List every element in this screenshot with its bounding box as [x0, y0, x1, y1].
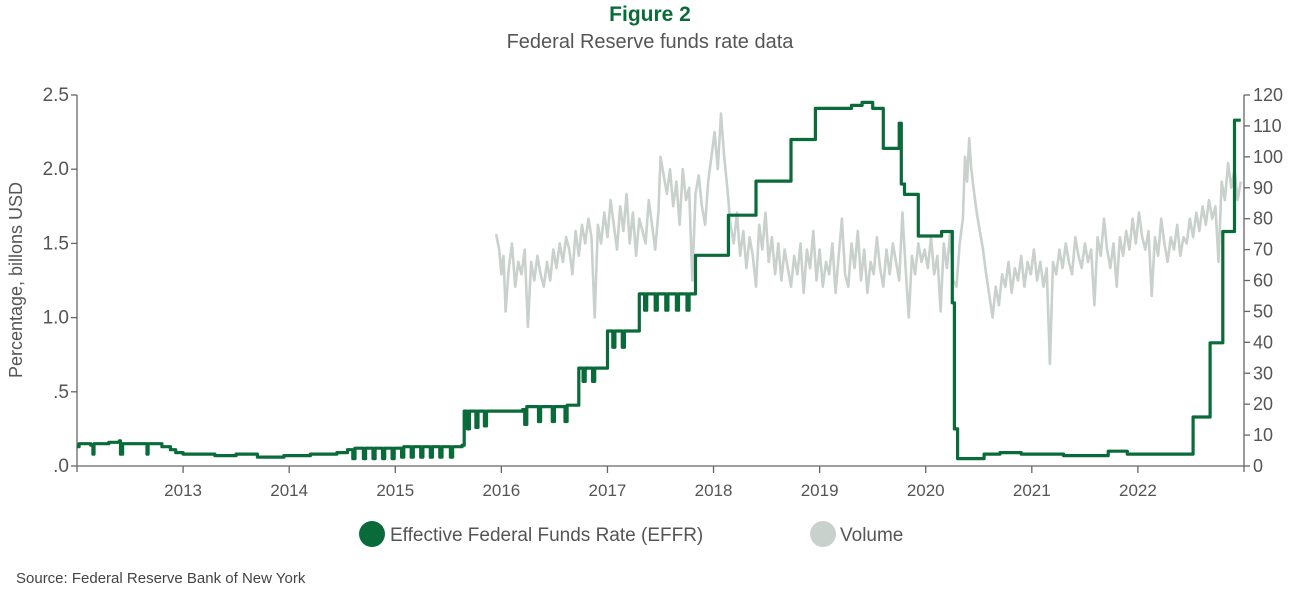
source-note: Source: Federal Reserve Bank of New York [16, 570, 306, 587]
y2-tick-label: 90 [1253, 178, 1273, 198]
y2-tick-label: 30 [1253, 363, 1273, 383]
x-tick-label: 2018 [695, 481, 733, 500]
x-tick-label: 2014 [270, 481, 308, 500]
y-tick-label: .0 [53, 456, 69, 477]
y2-tick-label: 110 [1253, 116, 1282, 136]
y2-tick-label: 10 [1253, 425, 1273, 445]
y2-tick-label: 70 [1253, 240, 1273, 260]
x-tick-label: 2022 [1119, 481, 1157, 500]
y2-tick-label: 40 [1253, 332, 1273, 352]
y2-tick-label: 50 [1253, 301, 1273, 321]
x-tick-label: 2019 [801, 481, 839, 500]
x-tick-label: 2020 [907, 481, 945, 500]
x-tick-label: 2016 [482, 481, 520, 500]
axes: .0 .5 1.0 1.5 2.0 2.5 0 10 20 30 40 50 60 70 80 90 100 11… [43, 85, 1283, 500]
y-axis-label: Percentage, billons USD [6, 182, 26, 378]
figure-subtitle: Federal Reserve funds rate data [506, 31, 794, 53]
y-tick-label: 2.5 [43, 85, 69, 106]
y2-tick-label: 20 [1253, 394, 1273, 414]
y-tick-label: 1.0 [43, 308, 69, 329]
legend-label-volume: Volume [840, 525, 903, 546]
y2-tick-label: 0 [1253, 456, 1263, 476]
y2-tick-label: 60 [1253, 271, 1273, 291]
y2-tick-label: 80 [1253, 209, 1273, 229]
y2-tick-label: 120 [1253, 85, 1283, 105]
legend-label-effr: Effective Federal Funds Rate (EFFR) [390, 525, 703, 546]
legend: Effective Federal Funds Rate (EFFR) Volu… [359, 521, 903, 547]
y-tick-label: .5 [53, 382, 69, 403]
y2-tick-label: 100 [1253, 147, 1283, 167]
legend-swatch-effr [359, 521, 385, 547]
figure-title: Figure 2 [609, 3, 691, 26]
x-tick-label: 2021 [1013, 481, 1051, 500]
series-layer [77, 100, 1243, 461]
y-tick-label: 2.0 [43, 159, 69, 180]
series-line-effr [77, 100, 1241, 461]
legend-swatch-volume [810, 521, 836, 547]
x-tick-label: 2015 [376, 481, 414, 500]
series-line-volume [494, 112, 1243, 366]
x-tick-label: 2017 [589, 481, 627, 500]
y-tick-label: 1.5 [43, 233, 69, 254]
x-tick-label: 2013 [164, 481, 202, 500]
